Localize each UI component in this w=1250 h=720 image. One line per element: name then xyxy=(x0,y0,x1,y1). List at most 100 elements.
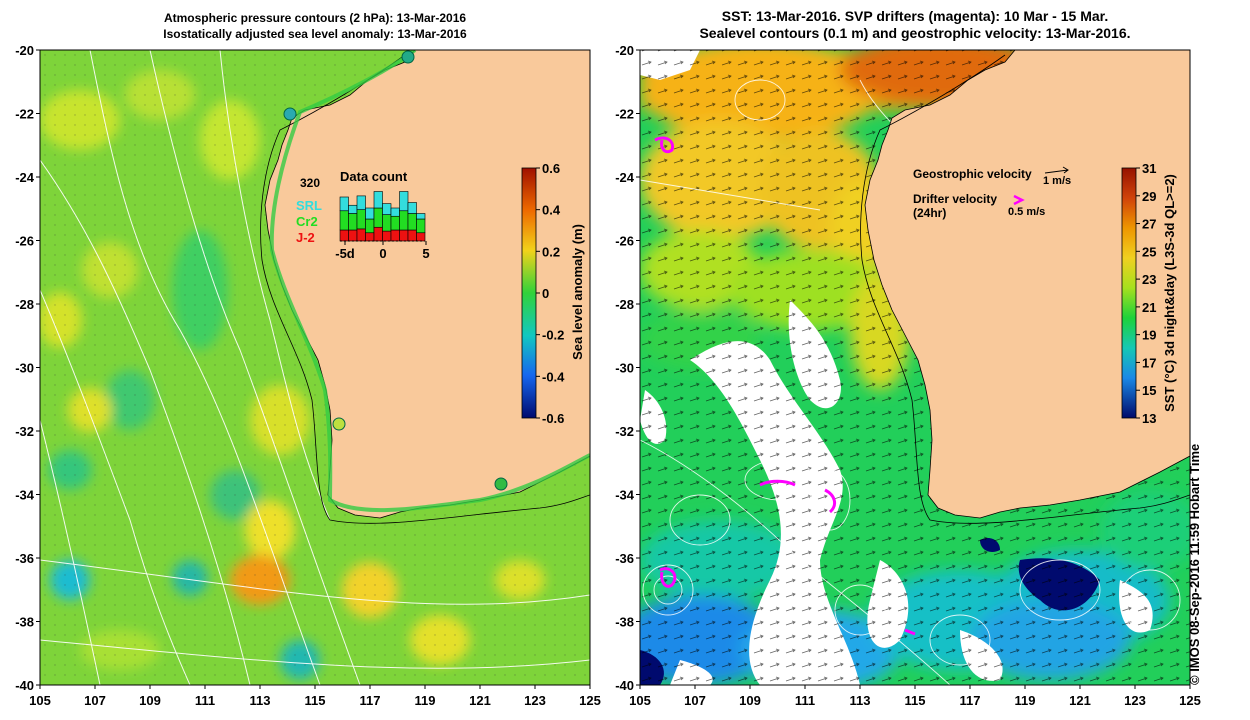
inset-bar-cr2 xyxy=(399,210,409,231)
pressure-contours xyxy=(40,50,590,685)
lon-tick-label: 115 xyxy=(905,693,926,708)
bathymetry-contour xyxy=(260,54,590,524)
lat-tick-label: -32 xyxy=(15,424,34,439)
lat-tick-label: -34 xyxy=(15,488,35,503)
inset-legend-j-2: J-2 xyxy=(296,230,315,245)
colorbar-tick-label: 31 xyxy=(1142,161,1156,176)
right-latitude-ticks: -20 -22 -24 -26 -28 -30 -32 -34 -36 -38 -40 xyxy=(615,43,640,693)
lon-tick-label: 107 xyxy=(84,693,106,708)
colorbar-tick-label: 0 xyxy=(542,286,549,301)
inset-x-tick-label: 0 xyxy=(379,246,386,261)
bathymetry-contour-sst xyxy=(860,54,1190,524)
lat-tick-label: -36 xyxy=(15,551,34,566)
lon-tick-label: 105 xyxy=(29,693,51,708)
colorbar-tick-label: 21 xyxy=(1142,300,1156,315)
lat-tick-label: -20 xyxy=(615,43,634,58)
inset-legend-srl: SRL xyxy=(296,198,322,213)
inset-bar-j2 xyxy=(339,229,349,242)
lat-tick-label: -24 xyxy=(615,170,635,185)
colorbar-tick-label: 25 xyxy=(1142,244,1156,259)
geostrophic-scale-label: 1 m/s xyxy=(1043,175,1071,187)
colorbar-tick-label: 0.2 xyxy=(542,244,560,259)
lat-tick-label: -38 xyxy=(615,615,634,630)
sla-colorbar: 0.6 0.4 0.2 0 -0.2 -0.4 -0.6 Sea level anomaly… xyxy=(521,161,585,426)
inset-bar-cr2 xyxy=(416,218,426,234)
inset-bar-j2 xyxy=(365,232,375,242)
lon-tick-label: 111 xyxy=(795,693,815,708)
sea-level-anomaly-map xyxy=(40,50,590,685)
lon-tick-label: 121 xyxy=(1069,693,1091,708)
lat-tick-label: -34 xyxy=(615,488,635,503)
inset-bar-j2 xyxy=(407,229,417,242)
inset-legend-cr2: Cr2 xyxy=(296,214,318,229)
australia-landmass-sst xyxy=(864,50,1190,519)
inset-bar-j2 xyxy=(399,229,409,242)
lat-tick-label: -28 xyxy=(615,297,634,312)
colorbar-tick-label: -0.2 xyxy=(542,328,564,343)
colorbar-tick-label: -0.4 xyxy=(542,369,565,384)
drifter-scale-label: 0.5 m/s xyxy=(1008,206,1045,218)
geostrophic-velocity-label: Geostrophic velocity xyxy=(913,167,1032,181)
colorbar-tick-label: 19 xyxy=(1142,328,1156,343)
svp-drifter-tracks xyxy=(654,136,916,636)
colorbar-tick-label: 0.6 xyxy=(542,161,560,176)
lon-tick-label: 117 xyxy=(360,693,381,708)
colorbar-tick-label: 13 xyxy=(1142,411,1156,426)
tide-gauge-markers xyxy=(283,50,508,491)
lat-tick-label: -40 xyxy=(15,678,34,693)
inset-bar-cr2 xyxy=(365,218,375,234)
inset-bar-j2 xyxy=(348,229,358,242)
inset-bar-j2 xyxy=(416,232,426,242)
lon-tick-label: 109 xyxy=(739,693,761,708)
lat-tick-label: -32 xyxy=(615,424,634,439)
coastal-rim xyxy=(269,50,590,513)
inset-bars xyxy=(339,191,426,242)
lon-tick-label: 111 xyxy=(195,693,215,708)
drifter-scale-arrow xyxy=(1013,194,1025,206)
inset-bar-cr2 xyxy=(348,213,358,231)
inset-bar-cr2 xyxy=(373,207,383,228)
inset-bar-j2 xyxy=(390,229,400,242)
inset-bar-srl xyxy=(382,203,392,215)
inset-bar-srl xyxy=(390,207,400,217)
left-longitude-ticks: 105 107 109 111 113 115 117 119 121 123 125 xyxy=(29,685,601,708)
lat-tick-label: -26 xyxy=(615,234,634,249)
lat-tick-label: -22 xyxy=(615,107,634,122)
lon-tick-label: 125 xyxy=(1179,693,1201,708)
lon-tick-label: 125 xyxy=(579,693,601,708)
inset-bar-srl xyxy=(365,207,375,220)
copyright-text: © IMOS 08-Sep-2016 11:59 Hobart Time xyxy=(1187,443,1202,685)
lon-tick-label: 119 xyxy=(415,693,436,708)
inset-bar-cr2 xyxy=(339,210,349,231)
inset-x-ticks: -5d 0 5 xyxy=(335,241,430,261)
lon-tick-label: 107 xyxy=(684,693,706,708)
colorbar-tick-label: 29 xyxy=(1142,189,1156,204)
lon-tick-label: 113 xyxy=(250,693,271,708)
inset-title: Data count xyxy=(340,169,408,184)
left-latitude-ticks: -20 -22 -24 -26 -28 -30 -32 -34 -36 -38 -40 xyxy=(15,43,40,693)
right-panel-title: SST: 13-Mar-2016. SVP drifters (magenta)… xyxy=(640,8,1190,42)
lon-tick-label: 117 xyxy=(960,693,981,708)
inset-bar-cr2 xyxy=(407,213,417,231)
inset-x-tick-label: -5d xyxy=(335,246,355,261)
inset-bar-srl xyxy=(348,204,358,214)
lat-tick-label: -30 xyxy=(615,361,634,376)
inset-bar-srl xyxy=(339,196,349,212)
lat-tick-label: -22 xyxy=(15,107,34,122)
lon-tick-label: 113 xyxy=(850,693,871,708)
right-longitude-ticks: 105 107 109 111 113 115 117 119 121 123 125 xyxy=(629,685,1201,708)
lat-tick-label: -28 xyxy=(15,297,34,312)
lon-tick-label: 105 xyxy=(629,693,651,708)
lon-tick-label: 123 xyxy=(1124,693,1146,708)
colorbar-tick-label: 23 xyxy=(1142,272,1156,287)
inset-max-label: 320 xyxy=(300,176,320,190)
drifter-velocity-sub: (24hr) xyxy=(913,206,946,220)
lat-tick-label: -40 xyxy=(615,678,634,693)
inset-bar-cr2 xyxy=(356,209,366,230)
lon-tick-label: 121 xyxy=(469,693,491,708)
left-title-line1: Atmospheric pressure contours (2 hPa): 1… xyxy=(163,11,467,25)
lat-tick-label: -20 xyxy=(15,43,34,58)
inset-bar-cr2 xyxy=(382,214,392,232)
